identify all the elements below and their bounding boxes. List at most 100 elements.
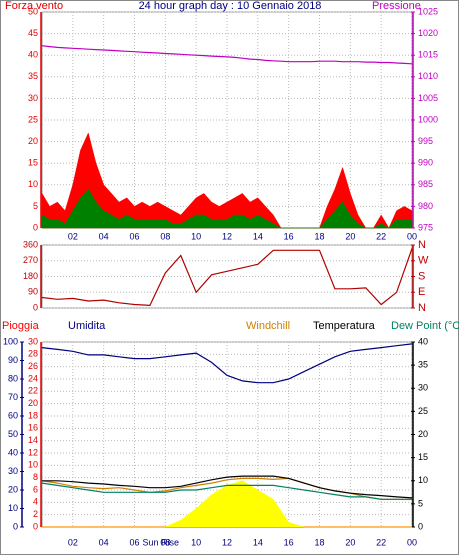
y-tick-label: 1005 <box>418 93 438 103</box>
y-tick-label: 15 <box>28 158 38 168</box>
y-tick-label: 40 <box>28 50 38 60</box>
y-tick-label: 20 <box>8 484 18 494</box>
legend-label: Pioggia <box>2 320 40 332</box>
y-tick-label: 30 <box>28 93 38 103</box>
y-tick-label: 990 <box>418 158 433 168</box>
y-tick-label: 4 <box>33 497 38 507</box>
y-tick-label: 20 <box>418 429 428 439</box>
x-tick-label: 12 <box>222 537 232 547</box>
y-tick-label: 28 <box>28 349 38 359</box>
y-tick-label: 30 <box>28 336 38 346</box>
line <box>42 475 413 499</box>
y-tick-label: 90 <box>8 355 18 365</box>
y-tick-label: 0 <box>418 521 423 531</box>
x-tick-label: 18 <box>314 231 324 241</box>
area <box>42 480 412 528</box>
y2-axis-label: Pressione <box>372 0 421 12</box>
y-tick-label: 70 <box>8 392 18 402</box>
y-tick-label: 40 <box>418 336 428 346</box>
y-tick-label: 50 <box>8 429 18 439</box>
line <box>41 248 413 307</box>
x-tick-label: 04 <box>99 231 109 241</box>
x-tick-label: 02 <box>68 231 78 241</box>
y-tick-label: 15 <box>418 452 428 462</box>
y-tick-label: 35 <box>418 360 428 370</box>
y-tick-label: 18 <box>28 410 38 420</box>
y-tick-label: 20 <box>28 136 38 146</box>
legend-label: Windchill <box>246 320 290 332</box>
x-tick-label: 06 <box>129 231 139 241</box>
y-tick-label: 16 <box>28 423 38 433</box>
y-tick-label: 270 <box>23 255 38 265</box>
y-tick-label: 45 <box>28 28 38 38</box>
y-tick-label: 1025 <box>418 6 438 16</box>
x-tick-label: 10 <box>191 231 201 241</box>
y-tick-label: S <box>418 270 425 282</box>
x-tick-label: 14 <box>253 231 263 241</box>
y-tick-label: 22 <box>28 386 38 396</box>
y-tick-label: W <box>418 255 429 267</box>
x-tick-label: 22 <box>376 537 386 547</box>
y-tick-label: 985 <box>418 179 433 189</box>
x-tick-label: 02 <box>68 537 78 547</box>
y-tick-label: 360 <box>23 239 38 249</box>
x-tick-label: 18 <box>314 537 324 547</box>
y-tick-label: 8 <box>33 472 38 482</box>
y-tick-label: 24 <box>28 373 38 383</box>
y-tick-label: 25 <box>28 114 38 124</box>
y-tick-label: 14 <box>28 435 38 445</box>
y-tick-label: 975 <box>418 222 433 232</box>
x-tick-label: 00 <box>407 231 417 241</box>
y-tick-label: 26 <box>28 361 38 371</box>
y-tick-label: 35 <box>28 71 38 81</box>
y-tick-label: 10 <box>28 179 38 189</box>
legend-label: Umidita <box>68 320 106 332</box>
y-tick-label: 5 <box>418 498 423 508</box>
y-tick-label: 1010 <box>418 71 438 81</box>
annotation: Sun Rise <box>142 537 179 547</box>
y-tick-label: 980 <box>418 201 433 211</box>
line <box>41 343 413 384</box>
legend-label: Dew Point (°C <box>391 320 459 332</box>
y-tick-label: 1015 <box>418 50 438 60</box>
y-tick-label: 0 <box>33 302 38 312</box>
y-tick-label: 0 <box>13 521 18 531</box>
y-tick-label: 80 <box>8 373 18 383</box>
x-tick-label: 20 <box>345 231 355 241</box>
x-tick-label: 06 <box>129 537 139 547</box>
y-tick-label: 1000 <box>418 114 438 124</box>
y-tick-label: 10 <box>418 475 428 485</box>
y-tick-label: 40 <box>8 447 18 457</box>
y-tick-label: 6 <box>33 484 38 494</box>
y-tick-label: 10 <box>28 460 38 470</box>
y-tick-label: 20 <box>28 398 38 408</box>
legend-label: Temperatura <box>313 320 376 332</box>
y-tick-label: 30 <box>418 383 428 393</box>
y-tick-label: 30 <box>8 466 18 476</box>
line <box>41 482 412 500</box>
y-tick-label: N <box>418 239 426 251</box>
y-tick-label: E <box>418 286 425 298</box>
y-tick-label: 0 <box>33 222 38 232</box>
y-tick-label: 90 <box>28 287 38 297</box>
y-tick-label: 60 <box>8 410 18 420</box>
y-tick-label: 25 <box>418 406 428 416</box>
y-tick-label: 0 <box>33 521 38 531</box>
x-tick-label: 00 <box>407 537 417 547</box>
x-tick-label: 14 <box>253 537 263 547</box>
x-tick-label: 12 <box>222 231 232 241</box>
line <box>41 45 413 65</box>
x-tick-label: 20 <box>345 537 355 547</box>
x-tick-label: 10 <box>191 537 201 547</box>
plot-area <box>41 244 413 309</box>
y-tick-label: N <box>418 302 426 314</box>
y-tick-label: 5 <box>33 201 38 211</box>
y-tick-label: 50 <box>28 6 38 16</box>
chart-title: 24 hour graph day : 10 Gennaio 2018 <box>139 0 322 12</box>
y-tick-label: 10 <box>8 503 18 513</box>
y-tick-label: 2 <box>33 509 38 519</box>
y-tick-label: 12 <box>28 447 38 457</box>
y-axis-label: Forza vento <box>5 0 63 12</box>
x-tick-label: 08 <box>160 537 170 547</box>
x-tick-label: 16 <box>284 231 294 241</box>
